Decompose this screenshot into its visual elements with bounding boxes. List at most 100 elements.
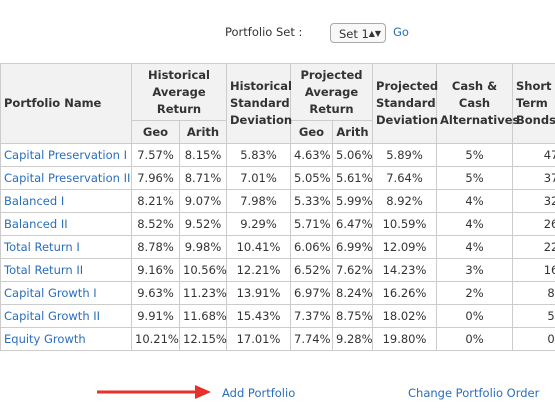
header-cell: Historical Average Return (131, 63, 227, 121)
table-cell: 7.96% (131, 166, 180, 190)
table-row: Capital Growth II 9.91% 11.68% 15.43% 7.37% 8… (0, 304, 555, 328)
table-cell: 16.26% (372, 281, 438, 305)
table-cell: 12.09% (372, 235, 438, 259)
table-row: Balanced I 8.21% 9.07% 7.98% 5.33% 5.99% 8.92%… (0, 189, 555, 213)
table-cell: 5% (436, 166, 514, 190)
table-cell: 26% (512, 212, 555, 236)
table-cell: 3% (436, 258, 514, 282)
table-cell: 4% (436, 212, 514, 236)
table-cell: 4.63% (290, 143, 333, 167)
table-cell: 4% (436, 189, 514, 213)
table-cell: 12.21% (226, 258, 291, 282)
table-cell: 9.98% (179, 235, 227, 259)
table-cell: 11.23% (179, 281, 227, 305)
table-cell: 8.24% (331, 281, 374, 305)
change-order-link[interactable]: Change Portfolio Order (408, 386, 540, 400)
table-cell: 47% (512, 143, 555, 167)
table-cell: 9.29% (226, 212, 291, 236)
table-cell: 8.21% (131, 189, 180, 213)
table-row: Capital Preservation I 7.57% 8.15% 5.83% 4.6… (0, 143, 555, 167)
table-cell: 5.33% (290, 189, 333, 213)
portfolio-name[interactable]: Total Return II (0, 258, 132, 282)
go-link[interactable]: Go (393, 25, 409, 39)
table-cell: 18.02% (372, 304, 438, 328)
portfolio-name[interactable]: Total Return I (0, 235, 132, 259)
table-cell: 9.91% (131, 304, 180, 328)
table-cell: 9.28% (331, 327, 374, 351)
portfolio-name[interactable]: Capital Preservation I (0, 143, 132, 167)
table-cell: 6.52% (290, 258, 333, 282)
portfolio-name[interactable]: Capital Preservation II (0, 166, 132, 190)
table-cell: 7.74% (290, 327, 333, 351)
table-cell: 8.52% (131, 212, 180, 236)
table-cell: 6.97% (290, 281, 333, 305)
table-cell: 0% (436, 304, 514, 328)
table-cell: 17.01% (226, 327, 291, 351)
table-cell: 0% (436, 327, 514, 351)
table-cell: 5.89% (372, 143, 438, 167)
header-cell: Arith (331, 120, 374, 144)
set-label: Portfolio Set : (225, 25, 303, 39)
table-cell: 12.15% (179, 327, 227, 351)
header-cell: Geo (290, 120, 333, 144)
portfolio-name[interactable]: Capital Growth I (0, 281, 132, 305)
table-cell: 32% (512, 189, 555, 213)
table-cell: 5.06% (331, 143, 374, 167)
header-cell: Arith (179, 120, 227, 144)
table-cell: 0% (512, 327, 555, 351)
table-cell: 8.71% (179, 166, 227, 190)
table-cell: 6.99% (331, 235, 374, 259)
table-cell: 5.61% (331, 166, 374, 190)
add-portfolio-link[interactable]: Add Portfolio (222, 386, 296, 400)
arrow (97, 385, 211, 399)
table-cell: 19.80% (372, 327, 438, 351)
portfolio-name[interactable]: Balanced II (0, 212, 132, 236)
table-cell: 11.68% (179, 304, 227, 328)
header-cell: Historical Standard Deviation (226, 63, 292, 144)
table-row: Balanced II 8.52% 9.52% 9.29% 5.71% 6.47% 10.5… (0, 212, 555, 236)
portfolio-table: Portfolio Name Historical Average Return… (0, 63, 555, 351)
table-cell: 8.75% (331, 304, 374, 328)
table-cell: 6.06% (290, 235, 333, 259)
table-row: Total Return I 8.78% 9.98% 10.41% 6.06% 6.99%… (0, 235, 555, 259)
table-cell: 22% (512, 235, 555, 259)
portfolio-name[interactable]: Balanced I (0, 189, 132, 213)
table-cell: 7.98% (226, 189, 291, 213)
table-cell: 5.83% (226, 143, 291, 167)
table-cell: 8.78% (131, 235, 180, 259)
table-cell: 9.16% (131, 258, 180, 282)
header-cell: Short Term Bonds (512, 63, 555, 144)
table-cell: 2% (436, 281, 514, 305)
table-cell: 4% (436, 235, 514, 259)
header-cell: Portfolio Name (0, 63, 132, 144)
header-cell: Cash & Cash Alternatives (436, 63, 519, 144)
table-cell: 8.15% (179, 143, 227, 167)
table-row: Total Return II 9.16% 10.56% 12.21% 6.52% 7.6… (0, 258, 555, 282)
table-wrap: Portfolio Name Historical Average Return… (0, 63, 555, 351)
portfolio-name[interactable]: Equity Growth (0, 327, 132, 351)
table-cell: 9.63% (131, 281, 180, 305)
header-cell: Projected Average Return (289, 63, 374, 121)
table-cell: 5.71% (290, 212, 333, 236)
table-cell: 10.59% (372, 212, 438, 236)
table-cell: 6.47% (331, 212, 374, 236)
table-cell: 8.92% (372, 189, 438, 213)
select-arrow: ▲▼ (368, 29, 381, 38)
table-row: Equity Growth 10.21% 12.15% 17.01% 7.74% 9.28… (0, 327, 555, 351)
table-cell: 15.43% (226, 304, 291, 328)
header-cell: Geo (131, 120, 180, 144)
table-body: Capital Preservation I 7.57% 8.15% 5.83% 4.6… (0, 143, 555, 351)
table-cell: 5% (512, 304, 555, 328)
table-cell: 9.52% (179, 212, 227, 236)
table-cell: 10.41% (226, 235, 291, 259)
portfolio-name[interactable]: Capital Growth II (0, 304, 132, 328)
set-value: Set 1 (339, 27, 369, 41)
set-select[interactable]: Set 1 ▲▼ (330, 23, 386, 43)
table-cell: 5.99% (331, 189, 374, 213)
table-row: Capital Growth I 9.63% 11.23% 13.91% 6.97% 8.… (0, 281, 555, 305)
header-text: Short Term Bonds (516, 79, 555, 127)
header-cell: Projected Standard Deviation (372, 63, 438, 144)
table-cell: 10.21% (131, 327, 180, 351)
table-cell: 7.01% (226, 166, 291, 190)
